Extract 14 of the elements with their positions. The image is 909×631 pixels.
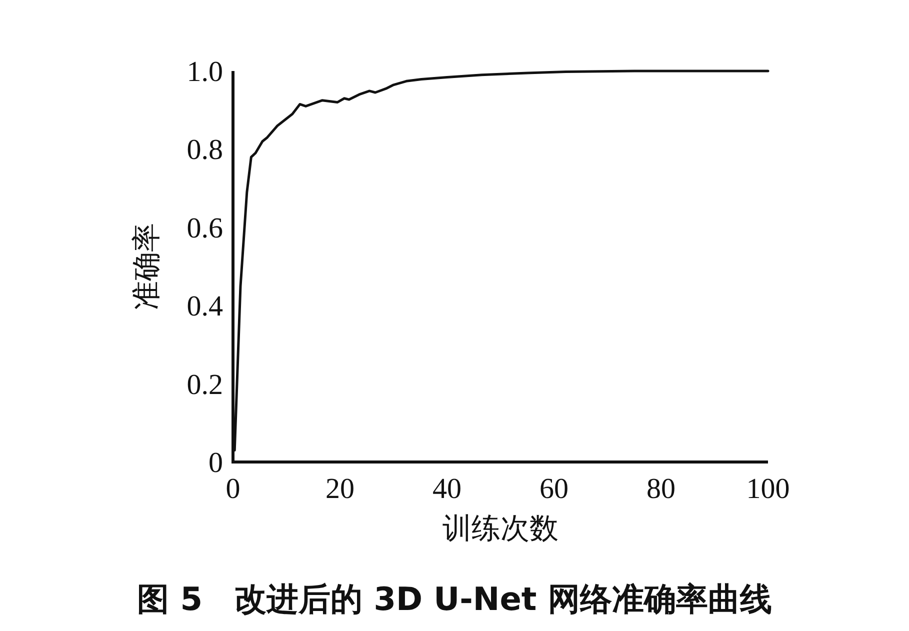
y-tick-label: 0.2 [186, 368, 223, 401]
x-tick-label: 20 [326, 473, 354, 505]
x-tick-label: 100 [746, 473, 790, 505]
y-tick-label: 0.6 [186, 212, 223, 244]
x-axis-title: 训练次数 [442, 511, 558, 545]
y-tick-label: 0 [208, 447, 223, 479]
y-axis-title: 准确率 [129, 223, 163, 310]
x-tick-label: 60 [540, 473, 568, 505]
caption: 图 5 改进后的 3D U-Net 网络准确率曲线 [137, 580, 772, 618]
y-tick-label: 1.0 [186, 56, 223, 88]
x-tick-label: 80 [646, 473, 676, 505]
x-tick-label: 40 [432, 473, 462, 505]
y-tick-label: 0.8 [186, 134, 223, 166]
y-tick-label: 0.4 [186, 290, 224, 323]
